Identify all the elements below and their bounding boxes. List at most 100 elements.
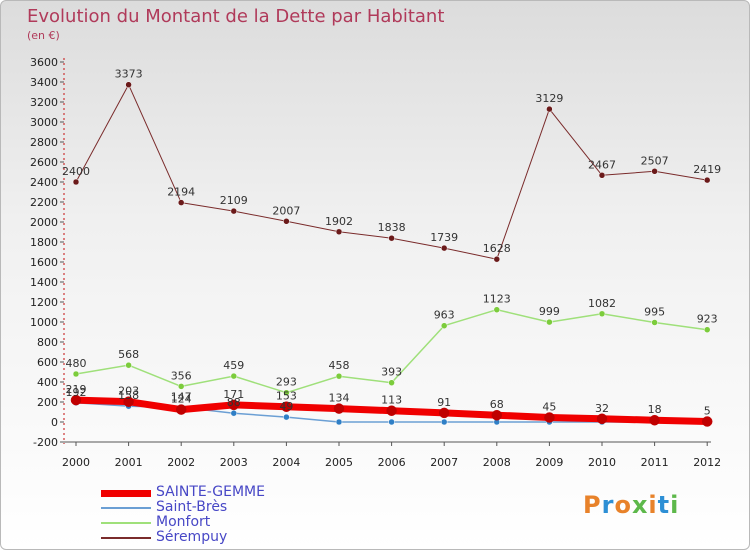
- data-label: 568: [118, 348, 139, 361]
- data-label: 203: [118, 385, 139, 398]
- y-tick-label: 3600: [30, 56, 58, 69]
- x-tick-label: 2009: [535, 456, 563, 469]
- x-tick-label: 2006: [378, 456, 406, 469]
- data-label: 91: [437, 396, 451, 409]
- x-tick-label: 2002: [167, 456, 195, 469]
- legend-swatch: [101, 522, 151, 524]
- data-point: [440, 418, 448, 426]
- data-point: [230, 409, 238, 417]
- data-point: [651, 319, 658, 326]
- data-label: 356: [171, 369, 192, 382]
- data-point: [230, 207, 238, 215]
- y-tick-label: -200: [33, 436, 58, 449]
- y-tick-label: 2400: [30, 176, 58, 189]
- data-label: 1902: [325, 215, 353, 228]
- logo-letter: r: [601, 491, 615, 519]
- series-layer: [70, 81, 713, 427]
- data-label: 49: [279, 400, 293, 413]
- y-tick-label: 1600: [30, 256, 58, 269]
- y-tick-label: 3400: [30, 76, 58, 89]
- x-tick-label: 2003: [220, 456, 248, 469]
- proxiti-logo: Proxiti: [583, 491, 679, 519]
- x-tick-label: 2000: [62, 456, 90, 469]
- data-point: [649, 414, 660, 426]
- data-label: 134: [329, 392, 350, 405]
- data-point: [335, 372, 343, 380]
- data-label: 1739: [430, 231, 458, 244]
- data-label: 999: [539, 305, 560, 318]
- data-label: 45: [542, 401, 556, 414]
- data-point: [386, 405, 397, 416]
- data-label: 2419: [693, 163, 721, 176]
- data-label: 2467: [588, 158, 616, 171]
- data-point: [440, 244, 448, 252]
- data-label: 459: [223, 359, 244, 372]
- y-tick-label: 800: [37, 336, 58, 349]
- data-point: [388, 234, 395, 242]
- data-label: 171: [223, 388, 244, 401]
- data-label: 923: [697, 313, 718, 326]
- data-label: 1082: [588, 297, 616, 310]
- x-tick-label: 2008: [483, 456, 511, 469]
- legend-swatch: [101, 489, 151, 497]
- data-label: 113: [381, 394, 402, 407]
- data-point: [281, 401, 292, 412]
- legend-label: Monfort: [156, 514, 211, 530]
- y-tick-label: 200: [37, 396, 58, 409]
- data-point: [283, 218, 290, 225]
- data-point: [546, 318, 553, 326]
- y-tick-label: 3000: [30, 116, 58, 129]
- data-label: 147: [171, 390, 192, 403]
- data-label: 393: [381, 366, 402, 379]
- axis-layer: -200 0 200 400 600 800 1000 1200 1400 1600 1800 200…: [30, 56, 721, 469]
- data-point: [125, 81, 132, 88]
- data-point: [388, 379, 395, 386]
- data-point: [596, 413, 608, 425]
- legend-label: SAINTE-GEMME: [156, 484, 265, 500]
- y-tick-label: 2000: [30, 216, 58, 229]
- x-tick-label: 2011: [641, 456, 669, 469]
- data-label: 3129: [535, 92, 563, 105]
- data-label: 153: [276, 390, 297, 403]
- legend-swatch: [101, 537, 151, 539]
- data-label: 88: [227, 396, 241, 409]
- data-label: 5: [704, 405, 711, 418]
- data-point: [651, 168, 658, 175]
- y-tick-label: 1800: [30, 236, 58, 249]
- data-point: [177, 383, 185, 390]
- legend-swatch: [101, 507, 151, 509]
- logo-letter: x: [631, 491, 649, 519]
- data-label: 1838: [378, 221, 406, 234]
- y-tick-label: 1000: [30, 316, 58, 329]
- x-tick-label: 2007: [430, 456, 458, 469]
- x-tick-label: 2005: [325, 456, 353, 469]
- data-point: [438, 407, 450, 419]
- y-tick-label: 2600: [30, 156, 58, 169]
- data-label: 458: [329, 359, 350, 372]
- y-tick-label: 0: [51, 416, 58, 429]
- data-point: [230, 372, 238, 380]
- data-point: [598, 172, 606, 179]
- data-point: [544, 412, 555, 423]
- data-point: [283, 413, 290, 421]
- data-label: 124: [171, 393, 192, 406]
- data-point: [333, 403, 345, 414]
- data-point: [70, 394, 82, 406]
- y-tick-label: 400: [37, 376, 58, 389]
- data-point: [703, 326, 711, 333]
- legend-label: Saint-Brès: [156, 499, 228, 515]
- data-label: 18: [648, 403, 662, 416]
- data-label: 3373: [115, 68, 143, 81]
- data-point: [703, 176, 711, 184]
- label-layer: 2400 3373 2194 2109 2007 1902 1838 1739 1628 3129…: [62, 68, 721, 418]
- data-point: [491, 409, 503, 421]
- data-label: 2507: [641, 154, 669, 167]
- data-label: 219: [66, 383, 87, 396]
- data-label: 2400: [62, 165, 90, 178]
- data-point: [283, 389, 290, 396]
- data-point: [72, 178, 80, 186]
- data-point: [335, 418, 343, 426]
- chart-unit: (en €): [27, 29, 60, 42]
